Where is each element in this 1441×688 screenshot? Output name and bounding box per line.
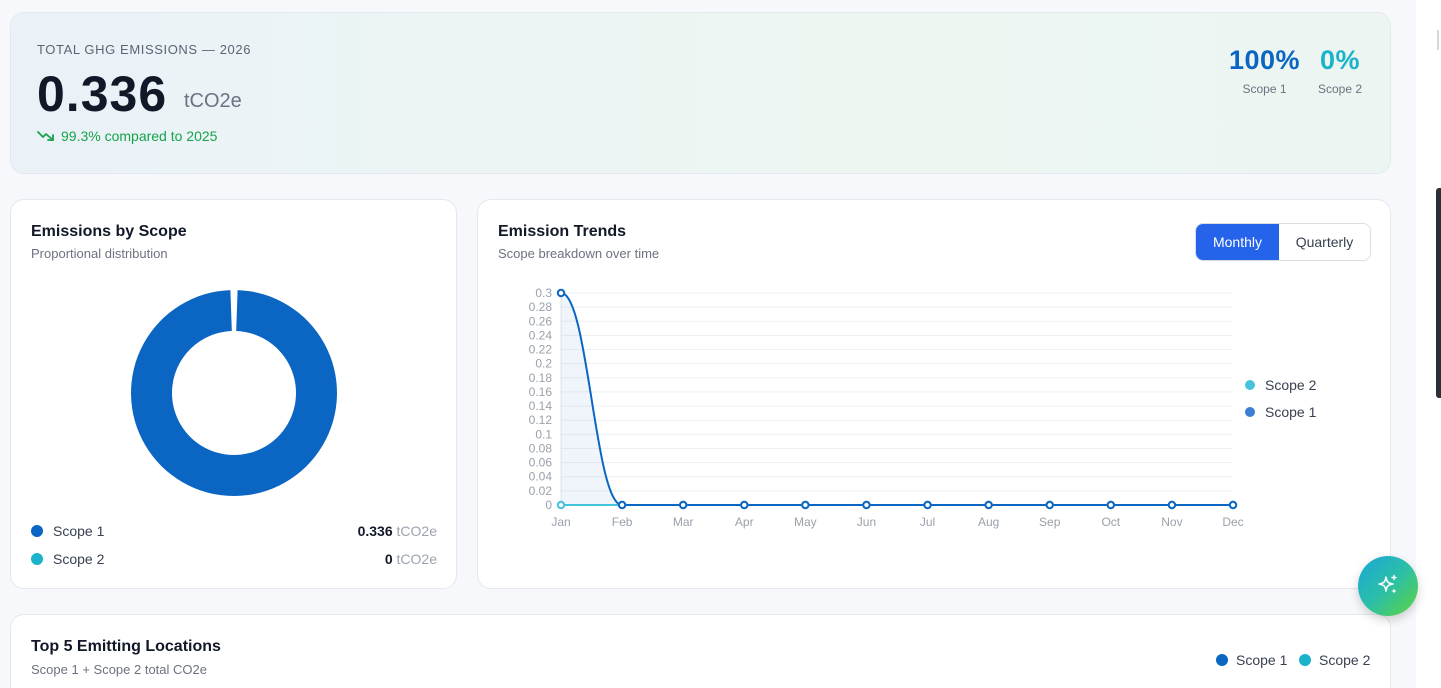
scope1-point [1045,500,1054,510]
scope1-dot [1216,654,1228,666]
loc-legend-scope2-label: Scope 2 [1319,652,1371,668]
scope1-area [561,293,1233,505]
loc-legend-scope1[interactable]: Scope 1 [1216,652,1287,668]
scope1-point [556,288,566,298]
scope2-share: 0% Scope 2 [1318,45,1362,96]
x-tick-label: May [794,515,817,529]
scope1-dot [31,525,43,537]
sparkle-icon [1378,574,1397,594]
y-tick-label: 0.04 [529,470,553,484]
scope1-point [740,500,749,510]
scope2-percent-label: Scope 2 [1318,82,1363,96]
y-tick-label: 0.16 [529,385,553,399]
y-tick-label: 0.24 [529,328,553,342]
total-emissions-unit: tCO2e [184,90,242,112]
scope1-point [1167,500,1177,510]
scope-donut-chart[interactable] [11,260,458,560]
loc-legend-scope1-label: Scope 1 [1236,652,1288,668]
scope2-point [556,500,566,510]
chart-legend-scope1-label: Scope 1 [1265,404,1317,420]
scope1-percent: 100% [1229,45,1301,75]
y-tick-label: 0.22 [529,343,553,357]
period-toggle[interactable]: Monthly Quarterly [1195,223,1371,261]
y-tick-label: 0.08 [529,441,553,455]
scope1-share: 100% Scope 1 [1229,45,1300,96]
loc-legend-scope2[interactable]: Scope 2 [1299,652,1370,668]
x-tick-label: Nov [1161,515,1182,529]
total-emissions-label: TOTAL GHG EMISSIONS — 2026 [37,42,252,57]
card-subtitle: Scope breakdown over time [498,246,660,261]
card-subtitle: Proportional distribution [31,246,168,261]
scope2-dot [31,553,43,565]
y-tick-label: 0.2 [535,357,552,371]
scope2-dot [1299,654,1311,666]
y-tick-label: 0.1 [535,427,552,441]
trend-comparison-text: 99.3% compared to 2025 [61,128,218,144]
emission-trends-card: Emission Trends Scope breakdown over tim… [477,199,1391,589]
series-line-scope1 [560,292,1233,506]
y-tick-label: 0.02 [529,484,553,498]
scope1-percent-label: Scope 1 [1242,82,1287,96]
scrollbar-track-mark [1437,30,1439,50]
scope1-point [984,500,993,510]
y-tick-label: 0.12 [529,413,553,427]
total-emissions-banner: TOTAL GHG EMISSIONS — 2026 0.336 tCO2e 9… [10,12,1391,174]
donut-slice-scope-1 [131,290,338,496]
legend-scope2: Scope 2 0 tCO2e [31,550,437,568]
x-tick-label: Sep [1039,515,1061,529]
scope2-dot [1245,380,1255,390]
trend-comparison: 99.3% compared to 2025 [37,128,217,144]
scope1-point [1106,500,1116,510]
ai-assistant-button[interactable] [1358,556,1418,616]
card-title: Emission Trends [498,223,627,240]
scope1-point [801,500,810,510]
emission-trends-chart[interactable]: 0.30.280.260.240.220.20.180.160.140.120.… [478,200,1392,590]
top-locations-card: Top 5 Emitting Locations Scope 1 + Scope… [10,614,1391,688]
x-tick-label: Apr [735,515,754,529]
y-tick-label: 0.06 [529,456,553,470]
scope2-percent: 0% [1320,45,1361,75]
legend-scope1-value: 0.336 tCO2e [357,523,437,539]
emissions-by-scope-card: Emissions by Scope Proportional distribu… [10,199,457,589]
chart-legend-scope2[interactable]: Scope 2 [1245,377,1316,393]
legend-scope2-value: 0 tCO2e [384,551,437,567]
y-tick-label: 0.18 [529,371,553,385]
chart-legend-scope1[interactable]: Scope 1 [1245,404,1316,420]
scope1-point [862,500,871,510]
y-tick-label: 0.28 [529,300,553,314]
scope1-point [923,500,932,510]
quarterly-button[interactable]: Quarterly [1279,224,1370,260]
x-tick-label: Mar [673,515,694,529]
x-tick-label: Jun [857,515,876,529]
x-tick-label: Jan [551,515,570,529]
scrollbar-thumb[interactable] [1436,188,1441,398]
x-tick-label: Feb [612,515,633,529]
total-emissions-value: 0.336 [37,66,168,122]
x-tick-label: Aug [978,515,999,529]
scope1-dot [1245,407,1255,417]
legend-scope1: Scope 1 0.336 tCO2e [31,522,437,540]
y-tick-label: 0.26 [529,314,553,328]
chart-legend-scope2-label: Scope 2 [1265,377,1317,393]
trend-down-icon [37,131,54,141]
card-title: Top 5 Emitting Locations [31,638,221,655]
legend-scope2-label: Scope 2 [53,551,105,567]
legend-scope1-label: Scope 1 [53,523,105,539]
scope1-point [617,500,627,510]
x-tick-label: Jul [920,515,935,529]
y-tick-label: 0.3 [535,286,552,300]
x-tick-label: Oct [1101,515,1120,529]
card-subtitle: Scope 1 + Scope 2 total CO2e [31,662,207,677]
x-tick-label: Dec [1222,515,1243,529]
y-tick-label: 0.14 [529,399,553,413]
scrollbar[interactable] [1416,0,1441,688]
monthly-button[interactable]: Monthly [1196,224,1279,260]
scope1-point [678,500,688,510]
y-tick-label: 0 [545,498,552,512]
scope1-point [1228,500,1238,510]
card-title: Emissions by Scope [31,223,187,240]
